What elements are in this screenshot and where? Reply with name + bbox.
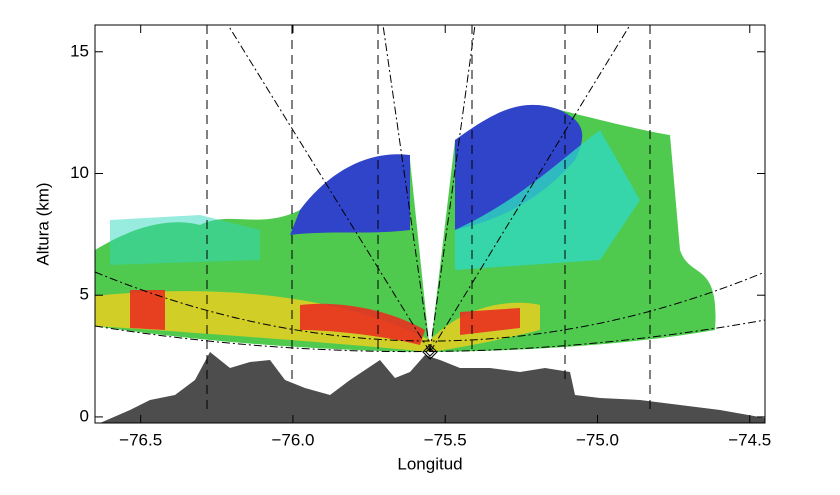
y-tick-label: 5 [80, 285, 89, 304]
scan-guides [94, 24, 766, 410]
x-axis-label: Longitud [397, 454, 462, 473]
x-tick-label: −76.0 [271, 430, 314, 449]
y-tick-label: 10 [70, 163, 89, 182]
terrain [100, 352, 765, 423]
radar-field [95, 104, 716, 352]
y-tick-label: 15 [70, 41, 89, 60]
plot-frame [94, 24, 766, 424]
y-axis-label: Altura (km) [33, 182, 52, 265]
y-tick-label: 0 [80, 406, 89, 425]
x-tick-label: −74.5 [728, 430, 771, 449]
x-tick-label: −76.5 [119, 430, 162, 449]
x-tick-label: −75.0 [576, 430, 619, 449]
x-tick-label: −75.5 [424, 430, 467, 449]
